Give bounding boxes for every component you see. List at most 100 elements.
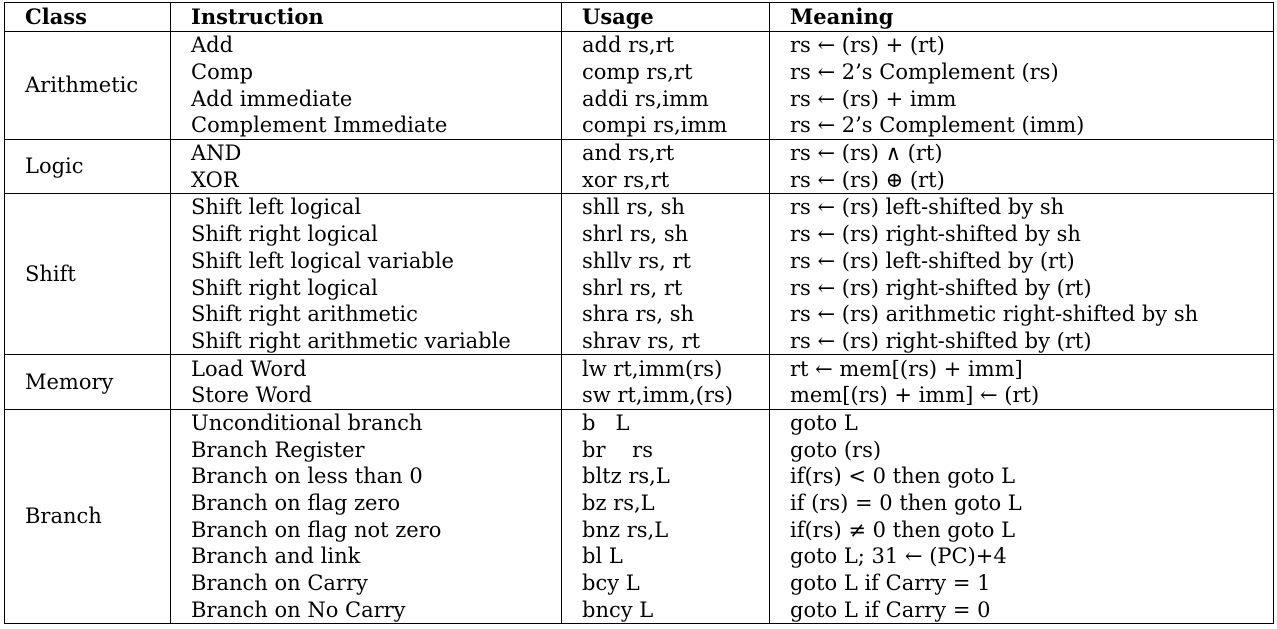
instruction-cell: AND — [170, 138, 562, 167]
usage-cell: addi rs,imm — [561, 85, 770, 113]
instruction-cell: Branch on flag not zero — [170, 516, 562, 544]
usage-cell: shrav rs, rt — [561, 327, 770, 355]
instruction-cell: Branch and link — [170, 543, 562, 570]
meaning-cell: rs ← (rs) ⊕ (rt) — [769, 166, 1274, 194]
header-meaning: Meaning — [769, 2, 1274, 32]
meaning-cell: rs ← (rs) + imm — [769, 85, 1274, 113]
instruction-cell: Add — [170, 30, 562, 59]
instruction-cell: Shift right arithmetic variable — [170, 327, 562, 355]
usage-cell: br rs — [561, 436, 770, 463]
table-row: Branch on less than 0 bltz rs,L if(rs) < 0… — [5, 463, 1274, 490]
instruction-cell: Load Word — [170, 354, 562, 382]
usage-cell: add rs,rt — [561, 30, 770, 59]
header-class: Class — [4, 2, 171, 32]
usage-cell: shrl rs, rt — [561, 274, 770, 301]
table-row: Shift right logical shrl rs, rt rs ← (rs) … — [5, 274, 1274, 301]
meaning-cell: rs ← 2’s Complement (imm) — [769, 112, 1274, 140]
instruction-cell: Shift left logical variable — [170, 247, 562, 275]
class-cell: Memory — [4, 354, 171, 410]
table-row: Comp comp rs,rt rs ← 2’s Complement (rs) — [5, 58, 1274, 86]
meaning-cell: rs ← (rs) + (rt) — [769, 30, 1274, 59]
usage-cell: shllv rs, rt — [561, 247, 770, 275]
usage-cell: shra rs, sh — [561, 300, 770, 328]
instruction-cell: Shift right logical — [170, 220, 562, 248]
meaning-cell: goto L if Carry = 0 — [769, 596, 1274, 625]
instruction-cell: Add immediate — [170, 85, 562, 113]
instruction-cell: Shift right arithmetic — [170, 300, 562, 328]
table-body: Arithmetic Add add rs,rt rs ← (rs) + (rt) Co… — [4, 30, 1274, 625]
table-header: Class Instruction Usage Meaning — [4, 2, 1274, 32]
meaning-cell: rs ← (rs) left-shifted by (rt) — [769, 247, 1274, 275]
meaning-cell: rs ← (rs) right-shifted by sh — [769, 220, 1274, 248]
instruction-cell: Comp — [170, 58, 562, 86]
usage-cell: sw rt,imm,(rs) — [561, 381, 770, 410]
class-cell: Arithmetic — [4, 31, 171, 140]
class-cell: Branch — [4, 408, 171, 625]
meaning-cell: rs ← (rs) left-shifted by sh — [769, 193, 1274, 221]
table-row: Shift right logical shrl rs, sh rs ← (rs) … — [5, 220, 1274, 248]
table-row: Shift Shift left logical shll rs, sh rs ← (… — [4, 193, 1274, 356]
instruction-table: Class Instruction Usage Meaning Arithmet… — [4, 2, 1274, 625]
class-cell: Logic — [4, 138, 171, 195]
usage-cell: bltz rs,L — [561, 463, 770, 490]
class-cell: Shift — [4, 193, 171, 356]
meaning-cell: goto L — [769, 408, 1274, 437]
instruction-cell: Branch on flag zero — [170, 489, 562, 517]
table-row: Branch Register br rs goto (rs) — [5, 436, 1274, 463]
meaning-cell: rs ← 2’s Complement (rs) — [769, 58, 1274, 86]
meaning-cell: rt ← mem[(rs) + imm] — [769, 354, 1274, 382]
usage-cell: xor rs,rt — [561, 166, 770, 194]
usage-cell: comp rs,rt — [561, 58, 770, 86]
usage-cell: and rs,rt — [561, 138, 770, 167]
instruction-cell: Branch on Carry — [170, 569, 562, 597]
meaning-cell: goto L if Carry = 1 — [769, 569, 1274, 597]
table-row: XOR xor rs,rt rs ← (rs) ⊕ (rt) — [5, 166, 1274, 194]
table-row: Memory Load Word lw rt,imm(rs) rt ← mem[(rs… — [4, 354, 1274, 410]
instruction-cell: Store Word — [170, 381, 562, 410]
header-instruction: Instruction — [170, 2, 562, 32]
table-row: Logic AND and rs,rt rs ← (rs) ∧ (rt) — [4, 138, 1274, 195]
table-row: Arithmetic Add add rs,rt rs ← (rs) + (rt) — [4, 30, 1274, 140]
usage-cell: bz rs,L — [561, 489, 770, 517]
usage-cell: bncy L — [561, 596, 770, 625]
usage-cell: bl L — [561, 543, 770, 570]
meaning-cell: if (rs) = 0 then goto L — [769, 489, 1274, 517]
header-usage: Usage — [561, 2, 770, 32]
usage-cell: b L — [561, 408, 770, 437]
table-row: Add immediate addi rs,imm rs ← (rs) + imm — [5, 85, 1274, 113]
meaning-cell: if(rs) < 0 then goto L — [769, 463, 1274, 490]
table-row: Shift right arithmetic shra rs, sh rs ← (r… — [5, 300, 1274, 328]
meaning-cell: goto (rs) — [769, 436, 1274, 463]
table-row: Branch on flag not zero bnz rs,L if(rs) ≠ … — [5, 516, 1274, 544]
table-row: Complement Immediate compi rs,imm rs ← 2’s… — [5, 112, 1274, 140]
usage-cell: bcy L — [561, 569, 770, 597]
instruction-cell: XOR — [170, 166, 562, 194]
usage-cell: shrl rs, sh — [561, 220, 770, 248]
instruction-cell: Branch on less than 0 — [170, 463, 562, 490]
table-row: Store Word sw rt,imm,(rs) mem[(rs) + imm] … — [5, 381, 1274, 410]
table-row: Branch on flag zero bz rs,L if (rs) = 0 th… — [5, 489, 1274, 517]
meaning-cell: rs ← (rs) ∧ (rt) — [769, 138, 1274, 167]
header-row: Class Instruction Usage Meaning — [4, 2, 1274, 32]
meaning-cell: rs ← (rs) right-shifted by (rt) — [769, 274, 1274, 301]
usage-cell: lw rt,imm(rs) — [561, 354, 770, 382]
usage-cell: shll rs, sh — [561, 193, 770, 221]
instruction-cell: Branch on No Carry — [170, 596, 562, 625]
usage-cell: compi rs,imm — [561, 112, 770, 140]
meaning-cell: rs ← (rs) arithmetic right-shifted by sh — [769, 300, 1274, 328]
instruction-cell: Shift right logical — [170, 274, 562, 301]
instruction-cell: Shift left logical — [170, 193, 562, 221]
meaning-cell: if(rs) ≠ 0 then goto L — [769, 516, 1274, 544]
instruction-cell: Unconditional branch — [170, 408, 562, 437]
instruction-cell: Complement Immediate — [170, 112, 562, 140]
meaning-cell: goto L; 31 ← (PC)+4 — [769, 543, 1274, 570]
meaning-cell: mem[(rs) + imm] ← (rt) — [769, 381, 1274, 410]
meaning-cell: rs ← (rs) right-shifted by (rt) — [769, 327, 1274, 355]
table-row: Shift left logical variable shllv rs, rt r… — [5, 247, 1274, 275]
usage-cell: bnz rs,L — [561, 516, 770, 544]
table-row: Shift right arithmetic variable shrav rs,… — [5, 327, 1274, 355]
